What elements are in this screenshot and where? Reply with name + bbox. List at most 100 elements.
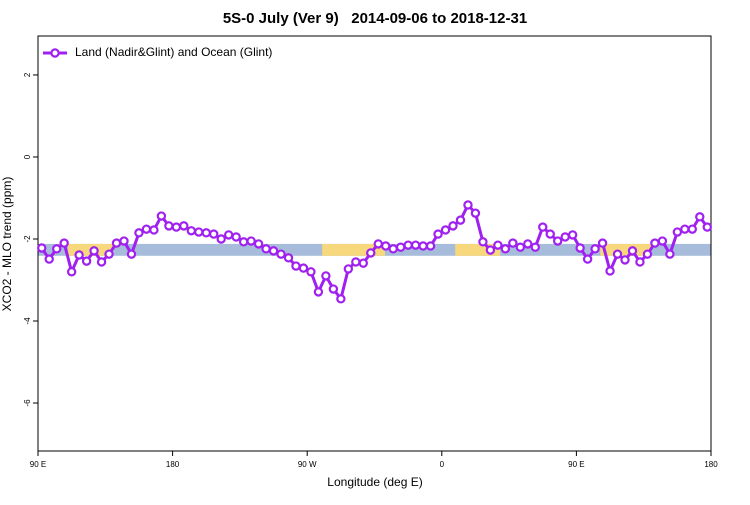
data-point bbox=[328, 284, 339, 294]
x-tick-label: 90 W bbox=[298, 460, 317, 469]
data-point bbox=[672, 227, 683, 237]
data-point bbox=[141, 224, 152, 234]
data-point bbox=[470, 208, 481, 218]
y-tick-label: -2 bbox=[23, 235, 32, 243]
data-point bbox=[485, 245, 496, 255]
data-point bbox=[612, 249, 623, 259]
y-tick-label: -4 bbox=[23, 317, 32, 325]
data-point bbox=[111, 238, 122, 248]
data-point bbox=[478, 237, 488, 247]
data-point bbox=[418, 241, 428, 251]
data-point bbox=[493, 240, 503, 250]
data-point bbox=[665, 249, 675, 259]
data-point bbox=[650, 238, 660, 248]
data-point bbox=[605, 266, 615, 276]
data-point bbox=[395, 242, 406, 252]
data-point bbox=[538, 222, 548, 232]
band-segment bbox=[455, 243, 501, 256]
data-point bbox=[567, 230, 578, 240]
data-point bbox=[134, 228, 144, 238]
data-point bbox=[410, 240, 421, 250]
data-point bbox=[306, 267, 316, 277]
data-point bbox=[194, 227, 204, 237]
data-point bbox=[104, 249, 114, 259]
data-point bbox=[657, 236, 668, 246]
data-point bbox=[156, 211, 167, 221]
chart-title: 5S-0 July (Ver 9) 2014-09-06 to 2018-12-… bbox=[223, 10, 527, 27]
data-point bbox=[515, 242, 526, 252]
data-point bbox=[74, 250, 84, 260]
data-point bbox=[702, 222, 712, 232]
data-point bbox=[590, 244, 600, 254]
data-point bbox=[560, 232, 570, 242]
data-point bbox=[298, 263, 309, 273]
data-point bbox=[253, 239, 264, 249]
data-point bbox=[425, 241, 436, 251]
data-point bbox=[523, 239, 533, 249]
data-point bbox=[343, 264, 354, 274]
data-point bbox=[358, 258, 368, 268]
data-point bbox=[276, 249, 286, 259]
data-point bbox=[96, 257, 107, 267]
plot-frame bbox=[37, 35, 712, 452]
data-point bbox=[201, 228, 211, 238]
data-point bbox=[463, 200, 473, 210]
data-point bbox=[126, 249, 137, 259]
data-point bbox=[321, 271, 331, 281]
data-point bbox=[231, 232, 241, 242]
x-axis-label: Longitude (deg E) bbox=[327, 475, 422, 489]
x-tick-label: 90 E bbox=[30, 460, 46, 469]
data-point bbox=[179, 221, 189, 231]
data-point bbox=[388, 244, 398, 254]
data-point bbox=[366, 248, 376, 258]
data-point bbox=[687, 224, 698, 234]
data-point bbox=[575, 243, 585, 253]
data-point bbox=[351, 257, 361, 267]
band-segment bbox=[322, 243, 385, 256]
data-point bbox=[403, 240, 413, 250]
data-point bbox=[37, 243, 47, 253]
data-point bbox=[455, 215, 466, 225]
data-point bbox=[209, 229, 219, 239]
x-tick-label: 0 bbox=[440, 460, 445, 469]
data-point bbox=[223, 230, 234, 240]
y-tick-label: 0 bbox=[23, 154, 32, 159]
data-point bbox=[44, 254, 54, 264]
data-point bbox=[642, 249, 653, 259]
data-point bbox=[171, 222, 182, 232]
data-point bbox=[508, 238, 518, 248]
data-point bbox=[119, 236, 129, 246]
data-point bbox=[261, 244, 271, 254]
y-axis-label: XCO2 - MLO trend (ppm) bbox=[0, 177, 14, 312]
data-point bbox=[336, 294, 346, 304]
data-point bbox=[59, 238, 69, 248]
data-point bbox=[66, 267, 77, 277]
y-tick-label: -6 bbox=[23, 399, 32, 407]
legend-label: Land (Nadir&Glint) and Ocean (Glint) bbox=[75, 45, 272, 59]
data-point bbox=[51, 244, 62, 254]
data-point bbox=[500, 244, 511, 254]
data-point bbox=[164, 221, 174, 231]
band-segment bbox=[600, 243, 652, 256]
data-point bbox=[627, 246, 638, 256]
data-point bbox=[695, 212, 705, 222]
data-point bbox=[635, 257, 645, 267]
data-point bbox=[89, 246, 99, 256]
data-point bbox=[373, 239, 383, 249]
data-point bbox=[582, 254, 593, 264]
data-point bbox=[81, 256, 92, 266]
data-point bbox=[433, 229, 443, 239]
data-point bbox=[216, 234, 226, 244]
x-tick-label: 180 bbox=[166, 460, 180, 469]
data-point bbox=[238, 237, 249, 247]
data-point bbox=[440, 225, 451, 235]
data-point bbox=[149, 225, 159, 235]
data-point bbox=[545, 229, 555, 239]
data-point bbox=[268, 246, 279, 256]
data-point bbox=[597, 238, 608, 248]
data-point bbox=[291, 261, 301, 271]
legend-marker bbox=[50, 48, 60, 58]
data-point bbox=[530, 242, 540, 252]
x-tick-label: 90 E bbox=[568, 460, 584, 469]
